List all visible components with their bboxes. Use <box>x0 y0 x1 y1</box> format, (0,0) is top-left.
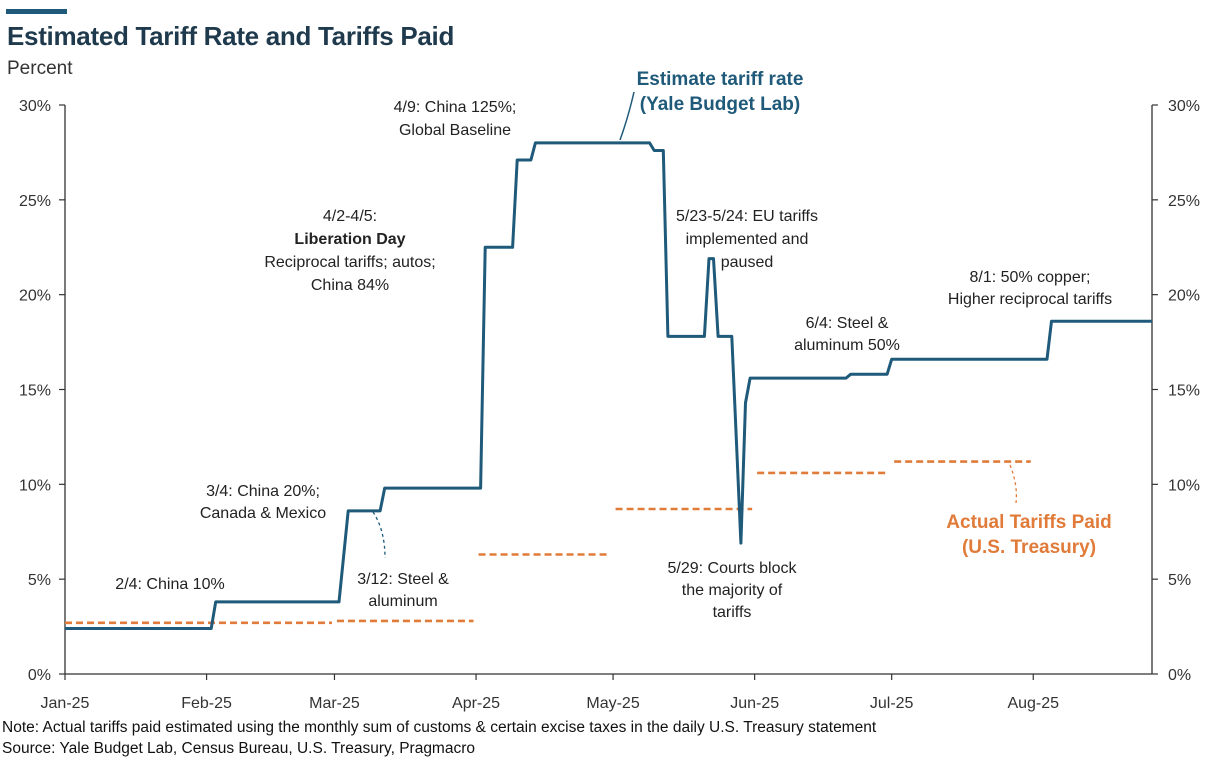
x-tick-label: Mar-25 <box>309 695 360 712</box>
tariff-chart: 0% 0% 5% 5% 10% 10% 15% 15% 20% 20% 25% 25% 30% 30% Ja… <box>19 69 1200 712</box>
y-tick-label-right: 30% <box>1168 98 1200 115</box>
y-tick-label-right: 10% <box>1168 477 1200 494</box>
chart-subtitle: Percent <box>7 58 73 79</box>
ann-steel-aluminum-line: aluminum <box>368 593 437 610</box>
y-tick-label-left: 5% <box>28 572 51 589</box>
x-tick-label: Feb-25 <box>181 695 232 712</box>
y-tick-label-right: 20% <box>1168 288 1200 305</box>
source-note: Source: Yale Budget Lab, Census Bureau, … <box>2 740 475 757</box>
steel-aluminum-leader <box>372 511 386 559</box>
legend-estimate-line: (Yale Budget Lab) <box>640 94 800 115</box>
ann-courts-block-line: the majority of <box>682 582 783 599</box>
ann-courts-block-line: tariffs <box>713 604 752 621</box>
y-tick-label-left: 30% <box>19 98 51 115</box>
ann-courts-block-line: 5/29: Courts block <box>668 560 798 577</box>
y-tick-label-left: 25% <box>19 193 51 210</box>
x-tick-label: Apr-25 <box>452 695 500 712</box>
x-tick-label: Jan-25 <box>41 695 90 712</box>
legend-actual-leader <box>1009 464 1018 504</box>
ann-china-10-line: 2/4: China 10% <box>115 576 224 593</box>
x-tick-label: Aug-25 <box>1007 695 1059 712</box>
ann-china-125-line: 4/9: China 125%; <box>394 99 517 116</box>
footnote: Note: Actual tariffs paid estimated usin… <box>2 719 877 736</box>
ann-steel-aluminum-line: 3/12: Steel & <box>357 571 449 588</box>
y-tick-label-right: 5% <box>1168 572 1191 589</box>
ann-eu-tariffs-line: implemented and <box>686 231 809 248</box>
y-tick-label-left: 15% <box>19 383 51 400</box>
y-tick-label-right: 15% <box>1168 383 1200 400</box>
legend-actual-line: (U.S. Treasury) <box>962 537 1096 558</box>
ann-liberation-day-line: Liberation Day <box>294 231 405 248</box>
estimate-tariff-line <box>65 141 1152 630</box>
ann-steel-50-line: 6/4: Steel & <box>806 315 889 332</box>
ann-china-20-line: Canada & Mexico <box>200 505 326 522</box>
ann-liberation-day-line: China 84% <box>311 277 389 294</box>
ann-copper-line: Higher reciprocal tariffs <box>948 291 1112 308</box>
ann-liberation-day-line: Reciprocal tariffs; autos; <box>264 254 435 271</box>
chart-title: Estimated Tariff Rate and Tariffs Paid <box>7 21 455 51</box>
y-tick-label-left: 20% <box>19 288 51 305</box>
ann-eu-tariffs-line: 5/23-5/24: EU tariffs <box>676 208 818 225</box>
y-tick-label-left: 10% <box>19 477 51 494</box>
x-tick-label: Jun-25 <box>730 695 779 712</box>
y-tick-label-right: 0% <box>1168 667 1191 684</box>
legend-estimate-leader <box>619 91 635 141</box>
title-accent-bar <box>6 9 67 14</box>
ann-copper-line: 8/1: 50% copper; <box>970 269 1091 286</box>
ann-steel-50-line: aluminum 50% <box>794 337 900 354</box>
y-tick-label-right: 25% <box>1168 193 1200 210</box>
y-tick-label-left: 0% <box>28 667 51 684</box>
ann-china-20-line: 3/4: China 20%; <box>206 483 320 500</box>
legend-estimate-line: Estimate tariff rate <box>637 69 804 90</box>
ann-liberation-day-line: 4/2-4/5: <box>323 208 377 225</box>
x-tick-label: Jul-25 <box>870 695 914 712</box>
ann-eu-tariffs-line: paused <box>721 254 774 271</box>
ann-china-125-line: Global Baseline <box>399 122 511 139</box>
legend-actual-line: Actual Tariffs Paid <box>946 512 1111 533</box>
x-tick-label: May-25 <box>586 695 639 712</box>
